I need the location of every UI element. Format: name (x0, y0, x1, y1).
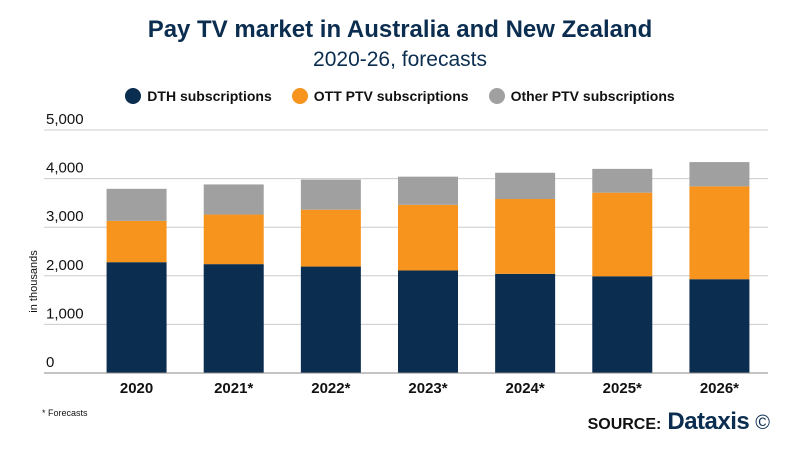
x-tick-label-2022: 2022* (311, 380, 350, 397)
bar-dth-2025 (592, 276, 653, 373)
y-tick-label-3000: 3,000 (46, 208, 84, 225)
bar-other-2021 (203, 184, 264, 215)
legend-swatch-other (488, 88, 505, 104)
bar-ott-2024 (495, 199, 556, 274)
bar-ott-2025 (592, 192, 653, 277)
legend-item-dth: DTH subscriptions (125, 88, 272, 104)
bar-other-2023 (398, 176, 458, 205)
bar-dth-2024 (495, 273, 556, 373)
x-tick-label-2023: 2023* (408, 380, 447, 397)
bar-ott-2020 (106, 220, 167, 263)
chart-subtitle: 2020-26, forecasts (313, 48, 487, 71)
source: SOURCE: Dataxis © (588, 408, 770, 436)
legend-item-ott: OTT PTV subscriptions (291, 88, 469, 104)
bar-dth-2022 (300, 266, 361, 373)
y-axis-label: in thousands (28, 250, 40, 313)
legend-item-other: Other PTV subscriptions (488, 88, 675, 104)
source-label: SOURCE: (587, 416, 662, 433)
source-brand-logo: Dataxis (667, 408, 750, 435)
x-tick-label-2025: 2025* (603, 380, 642, 397)
legend-swatch-dth (125, 88, 142, 104)
x-tick-label-2024: 2024* (506, 380, 545, 397)
y-tick-label-5000: 5,000 (46, 111, 84, 128)
y-tick-label-4000: 4,000 (46, 160, 84, 177)
y-tick-label-0: 0 (46, 354, 54, 371)
bar-other-2026 (689, 162, 750, 187)
bar-dth-2023 (398, 270, 458, 373)
bar-ott-2022 (300, 209, 361, 267)
footnote: * Forecasts (42, 408, 88, 418)
bar-dth-2026 (689, 279, 750, 373)
bar-other-2024 (495, 172, 556, 200)
legend-swatch-ott (291, 88, 308, 104)
chart-title: Pay TV market in Australia and New Zeala… (147, 16, 653, 43)
bar-other-2020 (106, 188, 167, 221)
legend: DTH subscriptions OTT PTV subscriptions … (0, 88, 800, 104)
bar-other-2022 (300, 179, 361, 210)
bar-ott-2026 (689, 186, 750, 280)
legend-label-dth: DTH subscriptions (147, 88, 272, 104)
x-tick-label-2026: 2026* (700, 380, 739, 397)
legend-label-other: Other PTV subscriptions (510, 88, 675, 104)
copyright-icon: © (755, 412, 770, 434)
bar-dth-2021 (203, 264, 264, 373)
y-tick-label-1000: 1,000 (46, 305, 84, 322)
x-tick-label-2020: 2020 (120, 380, 153, 397)
bar-ott-2023 (398, 204, 458, 271)
legend-label-ott: OTT PTV subscriptions (313, 88, 469, 104)
bar-other-2025 (592, 168, 653, 193)
x-tick-label-2021: 2021* (214, 380, 253, 397)
y-tick-label-2000: 2,000 (46, 257, 84, 274)
bar-ott-2021 (203, 214, 264, 265)
bar-dth-2020 (106, 262, 167, 373)
